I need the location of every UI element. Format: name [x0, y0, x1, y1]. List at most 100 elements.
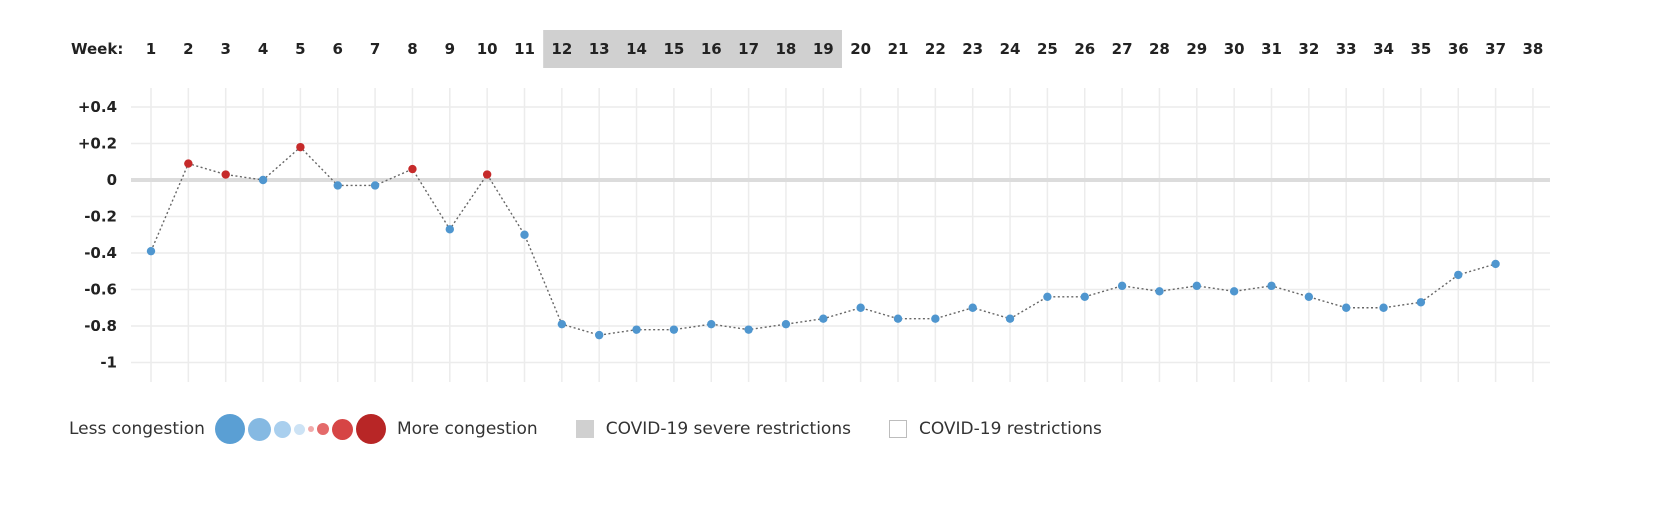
week-tick-label: 29	[1186, 40, 1207, 58]
week-tick-label: 24	[1000, 40, 1021, 58]
legend-severe-swatch	[575, 420, 594, 438]
y-tick-label: -0.4	[84, 244, 117, 262]
week-tick-label: 35	[1410, 40, 1431, 58]
week-tick-label: 33	[1336, 40, 1357, 58]
data-point	[669, 325, 679, 334]
data-point	[1192, 281, 1202, 291]
legend-less-congestion: Less congestion	[69, 419, 205, 439]
y-tick-label: -1	[100, 354, 117, 372]
week-tick-label: 9	[445, 40, 455, 58]
data-point	[595, 330, 604, 340]
data-point	[445, 225, 454, 234]
data-point	[856, 303, 865, 312]
severe-band-rect	[543, 30, 842, 68]
severe-restrictions-band	[543, 30, 842, 68]
data-point	[1229, 287, 1239, 296]
data-point	[1454, 270, 1463, 280]
legend-size-dot	[355, 414, 386, 444]
week-tick-label: 15	[663, 40, 684, 58]
data-point	[1043, 292, 1052, 301]
legend-size-dot	[307, 426, 314, 432]
week-tick-label: 37	[1485, 40, 1506, 58]
week-tick-label: 6	[333, 40, 343, 58]
grid	[131, 88, 1550, 382]
data-point	[408, 164, 417, 174]
week-tick-label: 1	[146, 40, 156, 58]
y-tick-label: 0	[107, 171, 117, 189]
legend-size-dot	[273, 420, 291, 438]
data-point	[632, 325, 641, 334]
data-point	[893, 314, 903, 323]
week-tick-label: 16	[701, 40, 722, 58]
week-tick-label: 27	[1112, 40, 1133, 58]
week-tick-label: 38	[1523, 40, 1544, 58]
legend-restrictions-swatch	[888, 420, 907, 438]
data-point	[184, 159, 193, 168]
week-tick-label: 30	[1224, 40, 1245, 58]
data-point	[819, 314, 828, 323]
data-point	[221, 170, 230, 179]
y-tick-label: -0.2	[84, 208, 117, 226]
data-point	[520, 230, 529, 239]
week-tick-label: 19	[813, 40, 834, 58]
week-tick-label: 18	[776, 40, 797, 58]
week-tick-label: 17	[738, 40, 759, 58]
week-tick-label: 21	[888, 40, 909, 58]
week-tick-label: 20	[850, 40, 871, 58]
week-tick-label: 25	[1037, 40, 1058, 58]
week-tick-label: 13	[589, 40, 610, 58]
week-tick-label: 23	[962, 40, 983, 58]
week-tick-label: 10	[477, 40, 498, 58]
week-tick-label: 22	[925, 40, 946, 58]
week-tick-label: 2	[183, 40, 193, 58]
legend-more-congestion: More congestion	[396, 419, 538, 439]
y-tick-label: +0.2	[78, 135, 117, 153]
data-point	[258, 175, 268, 185]
week-tick-label: 5	[295, 40, 305, 58]
y-axis: +0.4 +0.2 0 -0.2 -0.4 -0.6 -0.8 -1	[78, 98, 117, 372]
data-point	[146, 246, 156, 256]
data-point	[482, 170, 492, 179]
week-tick-label: 36	[1448, 40, 1469, 58]
week-tick-label: 14	[626, 40, 647, 58]
week-axis-label: Week:	[71, 40, 123, 58]
legend-restrictions: COVID-19 restrictions	[918, 419, 1102, 439]
legend-size-dot	[247, 417, 271, 441]
legend-size-dot	[331, 418, 353, 440]
data-point	[1342, 303, 1351, 312]
data-point	[744, 325, 753, 334]
data-point	[781, 319, 791, 329]
y-tick-label: -0.8	[84, 317, 117, 335]
data-point	[931, 314, 940, 323]
data-point	[333, 181, 342, 190]
week-tick-label: 34	[1373, 40, 1394, 58]
week-tick-label: 11	[514, 40, 535, 58]
week-tick-label: 26	[1074, 40, 1095, 58]
data-point	[370, 181, 380, 190]
legend-size-dot	[316, 423, 329, 435]
series-points	[146, 142, 1500, 340]
legend-size-scale	[214, 414, 389, 444]
data-point	[1155, 287, 1164, 296]
data-point	[1416, 298, 1426, 307]
data-point	[968, 303, 977, 312]
week-tick-label: 32	[1298, 40, 1319, 58]
week-tick-label: 3	[220, 40, 230, 58]
data-point	[1005, 314, 1015, 323]
data-point	[1117, 281, 1127, 291]
data-point	[1080, 292, 1089, 301]
week-tick-label: 31	[1261, 40, 1282, 58]
legend-size-dot	[214, 414, 245, 444]
data-point	[296, 142, 305, 152]
data-point	[1304, 292, 1314, 301]
week-tick-label: 4	[258, 40, 268, 58]
legend-size-dot	[293, 423, 305, 435]
y-tick-label: -0.6	[84, 281, 117, 299]
week-tick-label: 12	[551, 40, 572, 58]
week-tick-label: 7	[370, 40, 380, 58]
data-point	[557, 319, 567, 329]
week-tick-label: 8	[407, 40, 417, 58]
week-axis: Week: 1 2 3 4 5 6 7 8 9 10 11 12 13 14 15 16 17 18 19 20 21 22…	[71, 40, 1543, 58]
data-point	[1267, 281, 1276, 291]
